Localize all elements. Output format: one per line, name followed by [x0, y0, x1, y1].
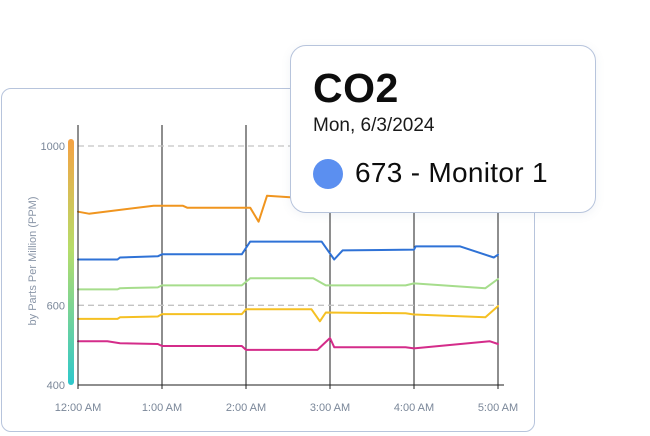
- series-color-dot: [313, 159, 343, 189]
- series-line-5: [77, 337, 499, 351]
- tooltip-value: 673 - Monitor 1: [355, 157, 548, 188]
- y-tick-label: 600: [47, 300, 65, 312]
- x-tick-label: 1:00 AM: [142, 402, 182, 414]
- x-tick-label: 4:00 AM: [394, 402, 434, 414]
- y-tick-label: 400: [47, 380, 65, 392]
- x-tick-label: 5:00 AM: [478, 402, 518, 414]
- tooltip-title: CO2: [313, 65, 399, 111]
- series-line-3: [77, 277, 499, 291]
- y-tick-label: 1000: [41, 141, 65, 153]
- series-line-2: [77, 240, 499, 261]
- tooltip-card: CO2 Mon, 6/3/2024 673 - Monitor 1: [290, 45, 596, 213]
- x-tick-label: 2:00 AM: [226, 402, 266, 414]
- series-line-4: [77, 305, 499, 323]
- x-tick-label: 3:00 AM: [310, 402, 350, 414]
- tooltip-date: Mon, 6/3/2024: [313, 115, 435, 136]
- y-axis-label: by Parts Per Million (PPM): [27, 197, 39, 326]
- y-axis-gradient-bar: [68, 139, 74, 385]
- x-tick-label: 12:00 AM: [55, 402, 101, 414]
